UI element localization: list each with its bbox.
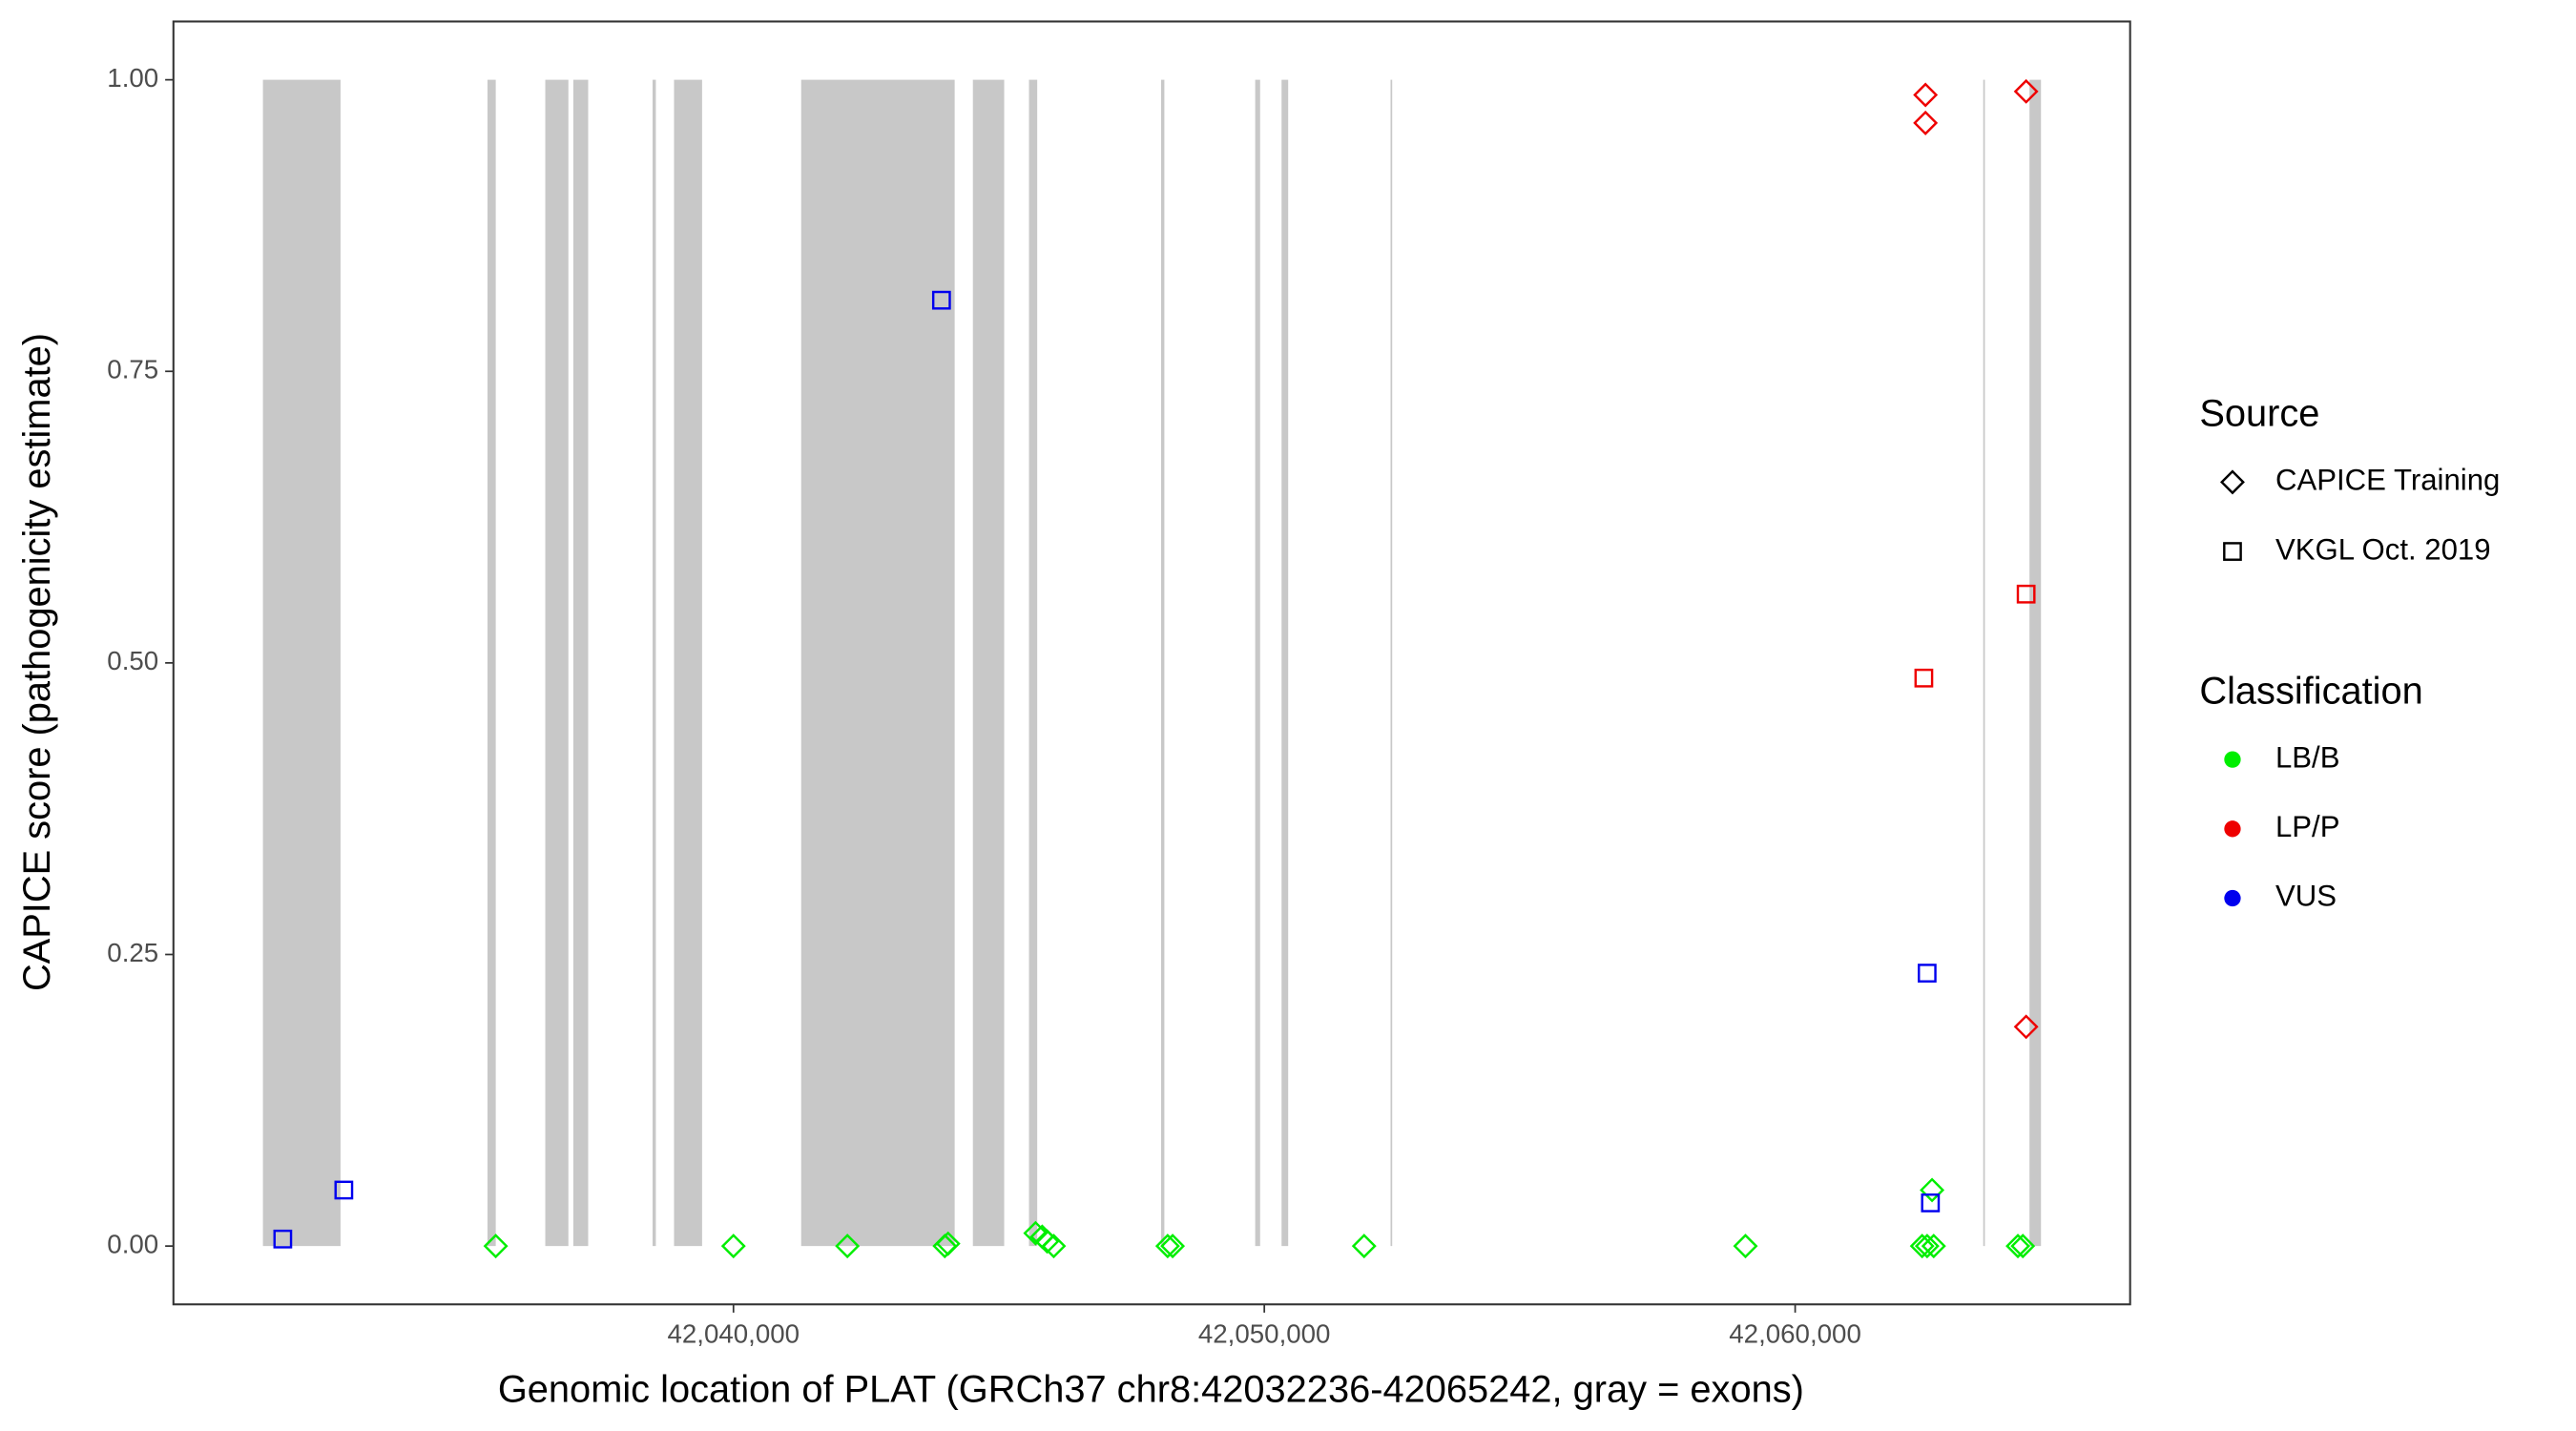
x-tick-label: 42,040,000 xyxy=(667,1318,800,1348)
legend-label: LB/B xyxy=(2275,740,2340,774)
point xyxy=(1733,1234,1758,1259)
exon xyxy=(1390,79,1393,1247)
exon xyxy=(1028,79,1038,1247)
point xyxy=(1918,964,1937,983)
point xyxy=(835,1234,861,1259)
point xyxy=(720,1234,746,1259)
legend-label: LP/P xyxy=(2275,810,2340,843)
exon xyxy=(545,79,569,1247)
exon xyxy=(262,79,341,1247)
y-tick-label: 1.00 xyxy=(107,63,158,93)
y-tick-label: 0.50 xyxy=(107,646,158,675)
exon xyxy=(572,79,589,1247)
point xyxy=(935,1231,961,1256)
point xyxy=(2010,1234,2036,1259)
point xyxy=(1034,1229,1060,1255)
x-axis-title: Genomic location of PLAT (GRCh37 chr8:42… xyxy=(498,1368,1804,1410)
legend-label: VKGL Oct. 2019 xyxy=(2275,532,2491,566)
x-tick-label: 42,060,000 xyxy=(1729,1318,1861,1348)
point xyxy=(273,1229,293,1249)
point xyxy=(1041,1234,1067,1259)
point xyxy=(2013,78,2039,104)
point xyxy=(1920,1177,1945,1203)
exon xyxy=(972,79,1005,1247)
legend-title: Classification xyxy=(2199,670,2422,712)
legend-title: Source xyxy=(2199,393,2319,435)
point xyxy=(1913,82,1939,108)
point xyxy=(1160,1234,1186,1259)
exon xyxy=(2029,79,2042,1247)
exon xyxy=(1983,79,1985,1247)
y-tick-label: 0.75 xyxy=(107,355,158,384)
point xyxy=(483,1234,509,1259)
point xyxy=(1023,1220,1049,1246)
point xyxy=(2005,1234,2031,1259)
point xyxy=(1921,1234,1946,1259)
point xyxy=(2013,1014,2039,1040)
legend-symbol xyxy=(2224,820,2241,838)
legend-symbol xyxy=(2223,542,2242,561)
legend-label: CAPICE Training xyxy=(2275,464,2500,497)
x-tick-label: 42,050,000 xyxy=(1198,1318,1331,1348)
exon xyxy=(487,79,496,1247)
point xyxy=(1914,1234,1940,1259)
legend-symbol xyxy=(2219,469,2245,495)
point xyxy=(931,290,951,310)
point xyxy=(1914,668,1934,688)
y-tick-label: 0.25 xyxy=(107,938,158,967)
exon xyxy=(1281,79,1289,1247)
exon xyxy=(1255,79,1260,1247)
point xyxy=(2016,584,2036,604)
point xyxy=(334,1180,354,1200)
legend-symbol xyxy=(2224,751,2241,768)
legend-label: VUS xyxy=(2275,880,2337,913)
point xyxy=(1154,1234,1180,1259)
legend-symbol xyxy=(2224,889,2241,907)
exon xyxy=(1160,79,1165,1247)
exon xyxy=(674,79,702,1247)
y-axis-title: CAPICE score (pathogenicity estimate) xyxy=(16,333,58,991)
y-tick-label: 0.00 xyxy=(107,1229,158,1258)
point xyxy=(1921,1193,1941,1213)
point xyxy=(1909,1234,1935,1259)
exon xyxy=(800,79,955,1247)
point xyxy=(1351,1234,1377,1259)
exon xyxy=(652,79,656,1247)
plot-area xyxy=(262,78,2042,1259)
point xyxy=(1913,110,1939,135)
